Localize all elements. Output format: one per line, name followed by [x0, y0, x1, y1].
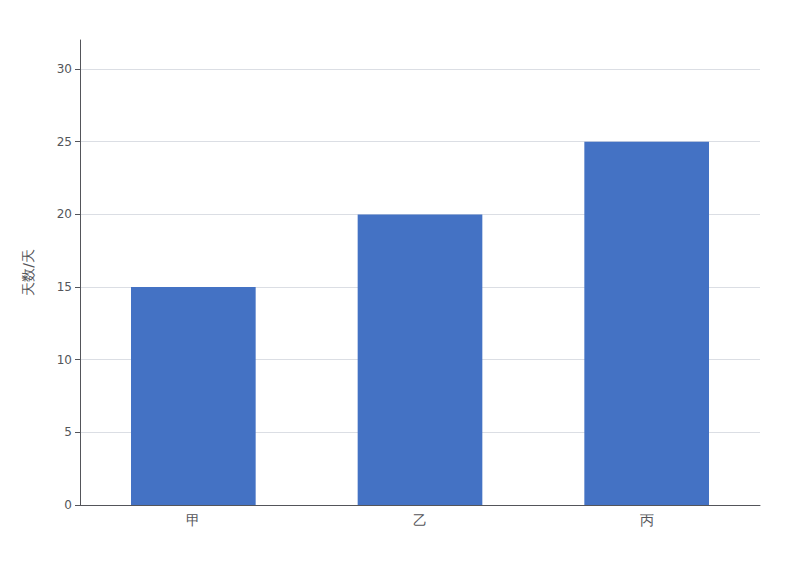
svg-text:30: 30	[57, 62, 72, 76]
svg-text:天数/天: 天数/天	[20, 249, 36, 296]
svg-text:甲: 甲	[186, 512, 200, 528]
svg-text:15: 15	[57, 280, 72, 294]
svg-text:20: 20	[57, 207, 72, 221]
svg-text:5: 5	[64, 425, 72, 439]
svg-text:乙: 乙	[413, 512, 427, 528]
svg-text:10: 10	[57, 353, 72, 367]
svg-text:丙: 丙	[640, 512, 654, 528]
svg-text:0: 0	[64, 498, 72, 512]
svg-text:25: 25	[57, 135, 72, 149]
